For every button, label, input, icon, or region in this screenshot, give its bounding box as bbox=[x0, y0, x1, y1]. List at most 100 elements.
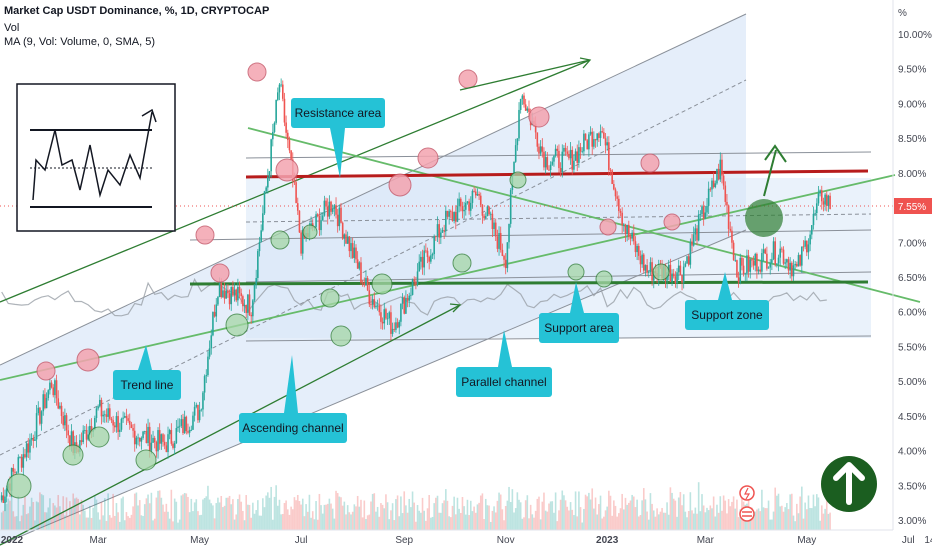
candle-body bbox=[173, 443, 176, 448]
candle-body bbox=[175, 428, 178, 444]
candle-body bbox=[212, 311, 214, 336]
volume-bar bbox=[77, 498, 79, 530]
candle-body bbox=[262, 213, 264, 231]
candle-body bbox=[677, 265, 680, 273]
volume-bar bbox=[652, 510, 655, 530]
candle-body bbox=[706, 205, 708, 213]
volume-bar bbox=[148, 503, 151, 530]
candle-body bbox=[493, 222, 495, 229]
candle-body bbox=[321, 215, 324, 221]
candle-body bbox=[689, 241, 692, 265]
volume-bar bbox=[637, 516, 640, 530]
volume-bar bbox=[376, 506, 379, 530]
volume-bar bbox=[754, 511, 757, 530]
volume-bar bbox=[305, 504, 307, 530]
candle-body bbox=[24, 454, 26, 458]
candle-body bbox=[647, 272, 650, 273]
candle-body bbox=[19, 456, 21, 458]
price-axis[interactable]: % 10.00%9.50%9.00%8.50%8.00%7.50%7.00%6.… bbox=[892, 0, 932, 530]
candle-body bbox=[300, 232, 302, 254]
candle-body bbox=[593, 139, 595, 147]
candle-body bbox=[346, 236, 349, 244]
x-tick-label: Mar bbox=[697, 535, 715, 546]
volume-bar bbox=[794, 521, 796, 530]
volume-bar bbox=[433, 503, 435, 530]
support-zone-label: Support zone bbox=[691, 308, 763, 322]
candle-body bbox=[278, 84, 281, 93]
volume-bar bbox=[528, 518, 530, 530]
candle-body bbox=[115, 416, 118, 428]
volume-bar bbox=[358, 506, 361, 530]
resistance-area-label: Resistance area bbox=[295, 106, 382, 120]
volume-bar bbox=[684, 511, 687, 530]
volume-bar bbox=[75, 497, 78, 530]
candle-body bbox=[99, 399, 101, 407]
candle-body bbox=[90, 425, 93, 432]
volume-bar bbox=[489, 521, 492, 530]
volume-bar bbox=[558, 510, 560, 530]
volume-bar bbox=[273, 496, 276, 530]
candle-body bbox=[67, 430, 70, 436]
candle-body bbox=[644, 265, 647, 271]
time-axis[interactable]: 2022 Mar May Jul Sep Nov 2023 Mar May Jul 14 bbox=[0, 529, 932, 546]
volume-bar bbox=[127, 516, 129, 530]
resistance-touch-circle bbox=[210, 263, 230, 283]
candle-body bbox=[150, 442, 153, 451]
volume-bar bbox=[298, 500, 301, 530]
volume-bar bbox=[523, 517, 525, 530]
event-icons[interactable] bbox=[739, 485, 755, 522]
candle-body bbox=[406, 297, 409, 301]
candle-body bbox=[586, 140, 589, 150]
volume-bar bbox=[247, 504, 249, 530]
candle-body bbox=[32, 437, 35, 441]
volume-bar bbox=[649, 493, 652, 530]
candle-body bbox=[541, 146, 544, 152]
us-flag-event-icon[interactable] bbox=[739, 506, 755, 522]
candle-body bbox=[815, 203, 818, 214]
candle-body bbox=[238, 286, 241, 294]
volume-bar bbox=[281, 513, 284, 530]
volume-bar bbox=[185, 493, 188, 530]
volume-bar bbox=[623, 509, 625, 530]
resistance-area-callout[interactable]: Resistance area bbox=[291, 98, 385, 178]
volume-bar bbox=[504, 505, 507, 530]
current-price-circle bbox=[745, 199, 783, 237]
volume-bar bbox=[218, 502, 221, 530]
candle-body bbox=[363, 282, 366, 286]
ascending-channel-label: Ascending channel bbox=[242, 421, 343, 435]
candle-body bbox=[604, 138, 607, 146]
candle-body bbox=[431, 254, 434, 256]
support-zone-callout[interactable]: Support zone bbox=[685, 272, 769, 330]
volume-bar bbox=[386, 502, 389, 530]
candle-body bbox=[180, 419, 183, 426]
callouts[interactable]: Resistance area Trend line Ascending cha… bbox=[113, 98, 769, 443]
volume-bar bbox=[265, 495, 267, 530]
candle-body bbox=[524, 104, 527, 111]
volume-bar bbox=[263, 507, 266, 530]
ascending-channel-callout[interactable]: Ascending channel bbox=[239, 355, 347, 443]
volume-bar bbox=[737, 517, 740, 530]
volume-bar bbox=[220, 495, 223, 530]
volume-bar bbox=[657, 514, 660, 530]
volume-bar bbox=[222, 507, 224, 530]
candle-body bbox=[679, 265, 682, 276]
candle-body bbox=[697, 214, 700, 241]
candle-body bbox=[112, 420, 114, 426]
candle-body bbox=[163, 441, 166, 446]
candle-body bbox=[825, 194, 828, 206]
volume-bar bbox=[395, 499, 397, 530]
candle-body bbox=[744, 273, 747, 275]
candle-body bbox=[267, 176, 269, 188]
candle-body bbox=[155, 442, 158, 452]
candle-body bbox=[395, 322, 397, 330]
candle-body bbox=[411, 279, 414, 295]
trend-line-callout[interactable]: Trend line bbox=[113, 345, 181, 400]
x-tick-label: 14 bbox=[924, 535, 932, 546]
flash-event-icon[interactable] bbox=[739, 485, 755, 501]
candle-body bbox=[574, 151, 577, 161]
support-area-callout[interactable]: Support area bbox=[539, 282, 619, 343]
volume-bar bbox=[425, 520, 427, 530]
parallel-channel-callout[interactable]: Parallel channel bbox=[456, 330, 552, 397]
candle-body bbox=[355, 247, 357, 260]
